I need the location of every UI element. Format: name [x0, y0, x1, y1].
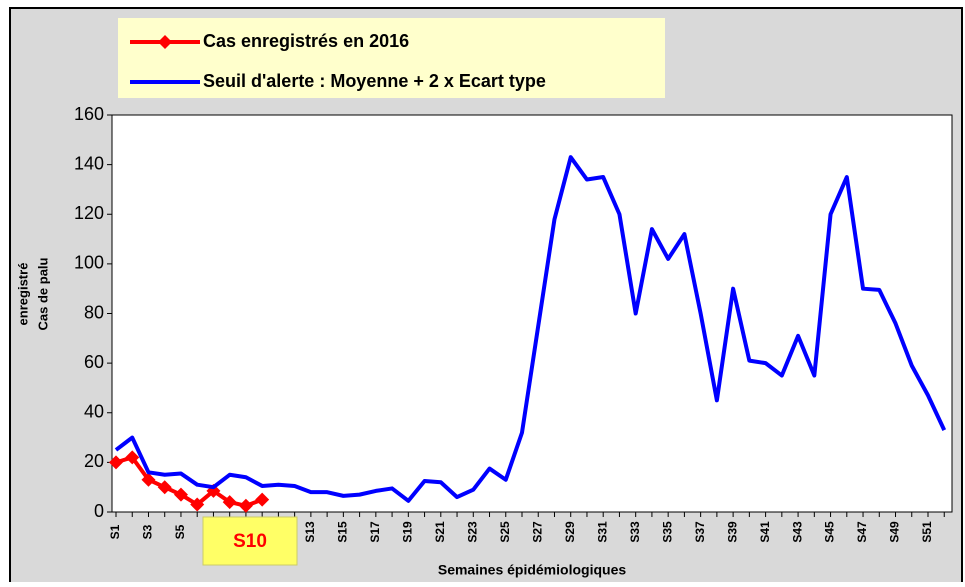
x-tick-label: S27: [530, 521, 544, 543]
x-tick-label: S41: [758, 521, 772, 543]
plot-area: [111, 114, 953, 513]
y-tick-label: 100: [74, 253, 104, 273]
y-axis-title: enregistré: [15, 263, 30, 326]
x-tick-label: S33: [628, 521, 642, 543]
marker: [173, 487, 188, 502]
y-tick-label: 20: [84, 451, 104, 471]
marker: [190, 497, 205, 512]
marker: [255, 492, 270, 507]
marker: [238, 498, 253, 513]
x-tick-label: S51: [920, 521, 934, 543]
x-axis-title: Semaines épidémiologiques: [438, 562, 626, 578]
marker: [125, 450, 140, 465]
legend-label: Cas enregistrés en 2016: [203, 31, 409, 51]
legend-marker: [158, 35, 172, 49]
y-axis-title: Cas de palu: [35, 257, 50, 330]
legend-label: Seuil d'alerte : Moyenne + 2 x Ecart typ…: [203, 71, 546, 91]
x-tick-label: S3: [141, 524, 155, 539]
y-tick-label: 140: [74, 153, 104, 173]
y-tick-label: 160: [74, 104, 104, 124]
x-tick-label: S1: [108, 524, 122, 539]
y-tick-label: 80: [84, 302, 104, 322]
y-tick-label: 40: [84, 402, 104, 422]
x-tick-label: S49: [888, 521, 902, 543]
x-tick-label: S47: [855, 521, 869, 543]
x-tick-label: S5: [173, 524, 187, 539]
x-tick-label: S19: [400, 521, 414, 543]
x-tick-label: S45: [823, 521, 837, 543]
legend: [118, 18, 665, 98]
annotation-box: [202, 516, 298, 566]
x-tick-label: S29: [563, 521, 577, 543]
x-tick-label: S25: [498, 521, 512, 543]
series-line: [114, 155, 947, 503]
y-tick-label: 60: [84, 352, 104, 372]
x-tick-label: S43: [790, 521, 804, 543]
x-tick-label: S17: [368, 521, 382, 543]
marker: [222, 495, 237, 510]
annotation: S10: [233, 531, 267, 552]
x-tick-label: S35: [660, 521, 674, 543]
marker: [109, 455, 123, 470]
x-tick-label: S39: [725, 521, 739, 543]
series-line: [115, 455, 263, 508]
marker: [157, 480, 172, 495]
y-tick-label: 0: [94, 501, 104, 521]
y-tick-label: 120: [74, 203, 104, 223]
marker: [141, 472, 156, 487]
x-tick-label: S37: [693, 521, 707, 543]
x-tick-label: S23: [465, 521, 479, 543]
x-tick-label: S15: [336, 521, 350, 543]
x-tick-label: S21: [433, 521, 447, 543]
x-tick-label: S31: [595, 521, 609, 543]
x-tick-label: S13: [303, 521, 317, 543]
